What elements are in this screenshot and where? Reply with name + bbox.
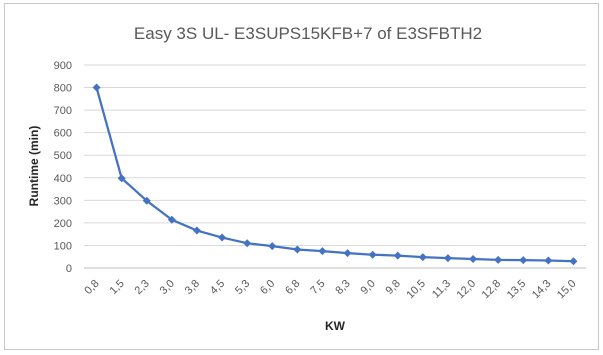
data-point-marker: [368, 250, 377, 259]
x-tick-label: 3,0: [158, 278, 177, 297]
x-tick-label: 7,5: [308, 278, 327, 297]
data-point-marker: [318, 247, 327, 256]
y-tick-label: 200: [54, 218, 72, 230]
data-point-marker: [293, 245, 302, 254]
x-tick-label: 9,8: [384, 278, 403, 297]
x-tick-label: 5,3: [233, 278, 252, 297]
data-point-marker: [494, 255, 503, 264]
data-point-marker: [544, 256, 553, 265]
x-tick-label: 13,5: [505, 278, 529, 302]
x-tick-label: 1,5: [107, 278, 126, 297]
y-tick-label: 0: [66, 263, 72, 275]
data-point-marker: [393, 251, 402, 260]
y-axis-ticks: 0 100 200 300 400 500 600 700 800 900: [54, 60, 72, 275]
gridlines: [84, 64, 586, 246]
x-tick-label: 8,3: [333, 278, 352, 297]
x-tick-label: 15,0: [555, 278, 579, 302]
y-tick-label: 400: [54, 173, 72, 185]
data-point-marker: [418, 253, 427, 262]
data-point-marker: [92, 83, 101, 92]
y-axis-title: Runtime (min): [27, 126, 41, 207]
data-point-marker: [443, 254, 452, 263]
y-tick-label: 500: [54, 150, 72, 162]
y-tick-label: 600: [54, 128, 72, 140]
x-tick-label: 10,5: [404, 278, 428, 302]
y-tick-label: 700: [54, 105, 72, 117]
x-tick-label: 9,0: [358, 278, 377, 297]
x-tick-label: 14,3: [530, 278, 554, 302]
x-tick-label: 11,3: [430, 278, 453, 301]
x-tick-label: 3,8: [183, 278, 202, 297]
data-point-marker: [117, 174, 126, 183]
x-tick-label: 12,0: [455, 278, 479, 302]
x-tick-label: 0,8: [82, 278, 101, 297]
x-tick-label: 4,5: [208, 278, 227, 297]
chart-frame: [4, 3, 599, 350]
data-point-marker: [218, 233, 227, 242]
data-point-marker: [519, 256, 528, 265]
y-tick-label: 300: [54, 195, 72, 207]
x-axis-title: KW: [325, 319, 346, 333]
series-markers: [92, 83, 578, 266]
data-point-marker: [167, 215, 176, 224]
y-tick-label: 900: [54, 60, 72, 72]
data-point-marker: [343, 249, 352, 258]
x-tick-label: 2,3: [133, 278, 152, 297]
x-tick-label: 6,8: [283, 278, 302, 297]
x-tick-label: 12,8: [480, 278, 504, 302]
data-point-marker: [569, 257, 578, 266]
data-point-marker: [192, 226, 201, 235]
data-point-marker: [469, 254, 478, 263]
x-tick-label: 6,0: [258, 278, 277, 297]
data-point-marker: [268, 242, 277, 251]
chart-title: Easy 3S UL- E3SUPS15KFB+7 of E3SFBTH2: [134, 24, 482, 43]
y-tick-label: 800: [54, 83, 72, 95]
x-axis-ticks: 0,8 1,5 2,3 3,0 3,8 4,5 5,3 6,0 6,8 7,5 8,3 9,0 9,8 1…: [82, 278, 578, 302]
data-point-marker: [243, 239, 252, 248]
y-tick-label: 100: [54, 240, 72, 252]
series-line: [95, 87, 574, 263]
data-point-marker: [142, 196, 151, 205]
